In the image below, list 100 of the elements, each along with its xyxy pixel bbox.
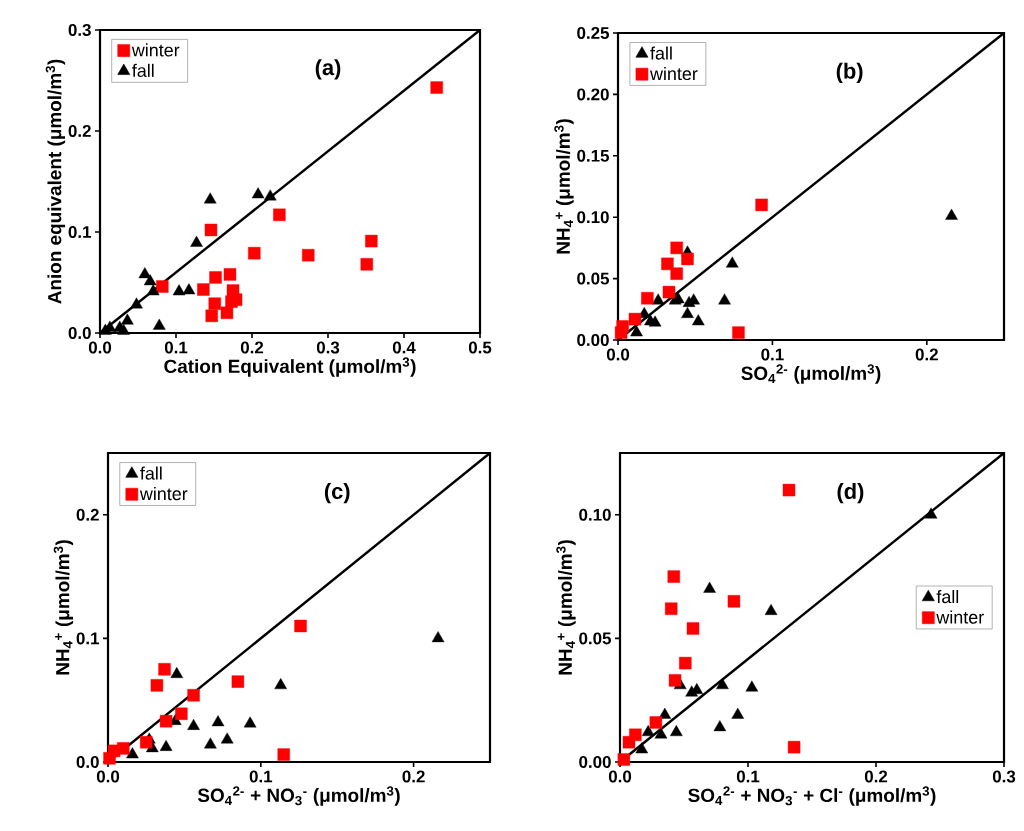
- point: [153, 318, 166, 330]
- x-tick-label: 0.4: [392, 341, 416, 354]
- point: [143, 274, 157, 286]
- x-tick-label: 0.2: [402, 770, 425, 783]
- point: [150, 679, 164, 692]
- point: [665, 602, 678, 615]
- legend-label: fall: [140, 466, 162, 480]
- text: SO$_{4}$$^{2-}$ + NO$_{3}$$^{-}$ (μmol/m$^{3}$): [197, 786, 400, 806]
- x-tick-label: 0.5: [468, 341, 492, 354]
- y-axis-title: Anion equivalent (μmol/m$^{3}$): [45, 59, 66, 304]
- point: [263, 189, 277, 201]
- y-tick-label: 0.0: [76, 755, 99, 768]
- point: [117, 323, 130, 335]
- point: [172, 284, 186, 296]
- point: [231, 675, 245, 688]
- x-tick-label: 0.2: [240, 341, 264, 354]
- point: [204, 737, 217, 749]
- point: [274, 678, 287, 690]
- point: [99, 323, 112, 335]
- x-tick-label: 0.3: [316, 341, 340, 354]
- point: [641, 725, 655, 737]
- y-tick-label: 0.15: [577, 149, 610, 162]
- y-tick-label: 0.20: [577, 88, 609, 101]
- point: [755, 198, 768, 212]
- y-tick-label: 0.2: [76, 508, 99, 521]
- point: [130, 297, 143, 309]
- point: [126, 747, 139, 759]
- point: [727, 595, 741, 608]
- legend-label: fall: [936, 590, 959, 604]
- y-axis-title: NH$_{4}$$^{+}$ (μmol/m$^{3}$): [554, 119, 574, 254]
- y-tick-label: 0.25: [577, 26, 610, 39]
- legend-label: fall: [650, 46, 672, 60]
- point: [668, 674, 682, 687]
- point: [622, 736, 636, 749]
- point: [220, 306, 234, 319]
- legend-label: winter: [139, 487, 188, 501]
- point: [360, 258, 373, 271]
- point: [731, 707, 745, 719]
- point: [649, 716, 663, 729]
- point: [205, 309, 218, 323]
- point: [203, 192, 217, 204]
- point: [208, 297, 221, 310]
- x-tick-label: 0.0: [606, 348, 630, 361]
- point: [187, 718, 200, 730]
- point: [121, 313, 134, 325]
- point: [713, 720, 727, 732]
- point: [732, 326, 745, 339]
- point: [277, 748, 290, 761]
- point: [170, 667, 184, 678]
- y-tick-label: 0.0: [68, 326, 91, 339]
- point: [716, 678, 729, 690]
- point: [365, 234, 378, 248]
- point: [681, 252, 694, 266]
- point: [661, 257, 674, 271]
- point: [211, 715, 225, 727]
- y-axis-title: NH$_{4}$$^{+}$ (μmol/m$^{3}$): [556, 540, 576, 675]
- y-tick-label: 0.00: [577, 333, 609, 346]
- point: [651, 293, 665, 305]
- point: [273, 208, 286, 222]
- x-tick-label: 0.0: [88, 341, 112, 354]
- y-tick-label: 0.10: [579, 508, 611, 521]
- point: [628, 312, 642, 326]
- point: [146, 284, 160, 296]
- point: [159, 715, 173, 728]
- point: [648, 315, 662, 327]
- point: [243, 716, 257, 728]
- point: [703, 581, 716, 593]
- point: [787, 740, 801, 754]
- point: [692, 314, 705, 326]
- point: [924, 507, 938, 519]
- point: [294, 619, 307, 633]
- point: [654, 727, 668, 739]
- point: [945, 208, 958, 220]
- x-tick-label: 0.3: [992, 770, 1016, 783]
- x-tick-label: 0.1: [736, 770, 760, 783]
- point: [190, 235, 203, 247]
- y-tick-label: 0.00: [579, 755, 611, 768]
- point: [187, 689, 200, 702]
- legend-label: winter: [649, 66, 698, 81]
- point: [681, 306, 694, 318]
- point: [156, 280, 169, 293]
- point: [670, 241, 683, 255]
- point: [662, 285, 676, 299]
- y-tick-label: 0.05: [579, 632, 612, 645]
- point: [204, 223, 218, 237]
- point: [670, 267, 683, 280]
- point: [614, 326, 628, 339]
- point: [630, 325, 643, 337]
- point: [223, 268, 237, 281]
- x-tick-label: 0.0: [608, 770, 632, 783]
- annotation: (a): [315, 59, 341, 80]
- y-tick-label: 0.05: [577, 272, 610, 285]
- y-axis-title: NH$_{4}$$^{+}$ (μmol/m$^{3}$): [53, 540, 74, 675]
- point: [726, 256, 739, 268]
- point: [248, 246, 261, 260]
- annotation: (d): [837, 482, 864, 504]
- point: [782, 483, 796, 497]
- point: [641, 292, 654, 305]
- point: [140, 736, 153, 749]
- point: [718, 293, 731, 305]
